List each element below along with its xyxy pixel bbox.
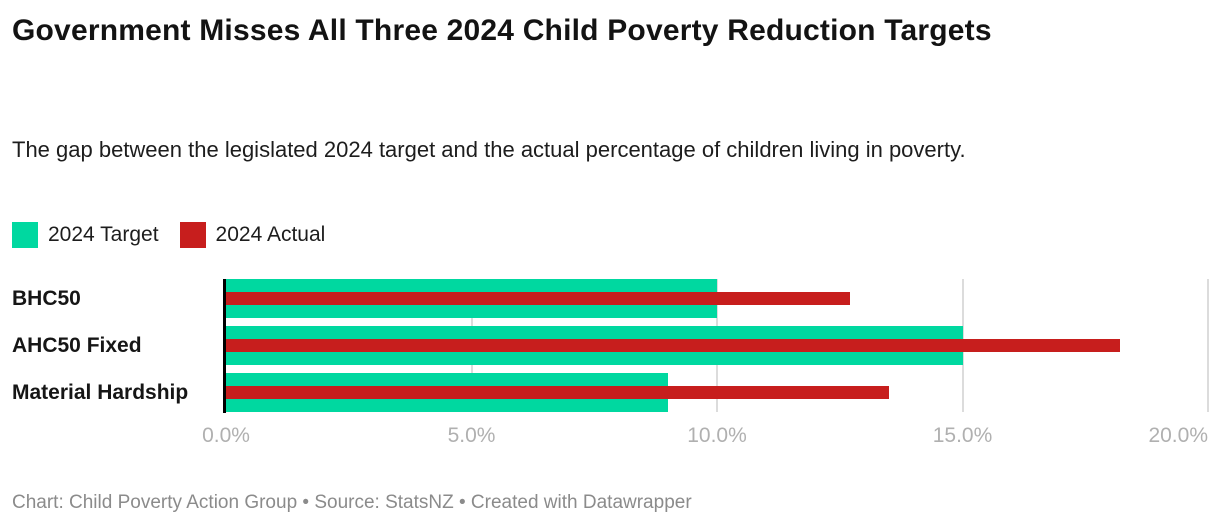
gridline-20pct: [1207, 279, 1209, 412]
category-label-material-hardship: Material Hardship: [12, 381, 189, 404]
bar-actual-bhc50: [226, 292, 850, 305]
category-label-ahc50-fixed: AHC50 Fixed: [12, 334, 142, 357]
x-tick-label-10: 10.0%: [687, 424, 747, 447]
bar-group-ahc50-fixed: [226, 326, 1208, 365]
legend: 2024 Target 2024 Actual: [12, 222, 325, 248]
category-label-bhc50: BHC50: [12, 287, 81, 310]
bar-actual-ahc50-fixed: [226, 339, 1120, 352]
legend-label-target: 2024 Target: [48, 223, 159, 246]
legend-label-actual: 2024 Actual: [215, 223, 326, 246]
x-tick-label-15: 15.0%: [932, 424, 993, 447]
legend-swatch-target: [12, 222, 38, 248]
legend-swatch-actual: [179, 222, 206, 248]
zero-axis-line: [223, 279, 226, 413]
chart-footer-attribution: Chart: Child Poverty Action Group • Sour…: [12, 492, 692, 513]
legend-item-actual: 2024 Actual: [179, 222, 326, 248]
x-axis: 0.0% 5.0% 10.0% 15.0% 20.0%: [202, 424, 1208, 450]
legend-item-target: 2024 Target: [12, 222, 159, 248]
x-tick-label-0: 0.0%: [202, 424, 250, 447]
plot-area: [226, 279, 1209, 412]
bar-actual-material-hardship: [226, 386, 889, 399]
chart-title: Government Misses All Three 2024 Child P…: [12, 14, 992, 47]
x-tick-label-5: 5.0%: [447, 424, 496, 447]
chart-subtitle: The gap between the legislated 2024 targ…: [12, 137, 966, 162]
bar-group-material-hardship: [226, 373, 1208, 412]
x-tick-label-20: 20.0%: [1148, 424, 1208, 447]
bar-group-bhc50: [226, 279, 1208, 318]
